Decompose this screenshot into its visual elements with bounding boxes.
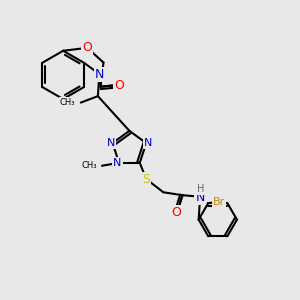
Text: O: O bbox=[82, 41, 92, 54]
Text: N: N bbox=[107, 138, 115, 148]
Text: N: N bbox=[95, 68, 104, 80]
Text: N: N bbox=[113, 158, 122, 168]
Text: CH₃: CH₃ bbox=[81, 161, 97, 170]
Text: O: O bbox=[114, 79, 124, 92]
Text: Br: Br bbox=[213, 197, 226, 208]
Text: H: H bbox=[197, 184, 204, 194]
Text: CH₃: CH₃ bbox=[59, 98, 75, 107]
Text: N: N bbox=[143, 138, 152, 148]
Text: N: N bbox=[195, 191, 205, 204]
Text: O: O bbox=[172, 206, 182, 219]
Text: S: S bbox=[142, 172, 150, 185]
